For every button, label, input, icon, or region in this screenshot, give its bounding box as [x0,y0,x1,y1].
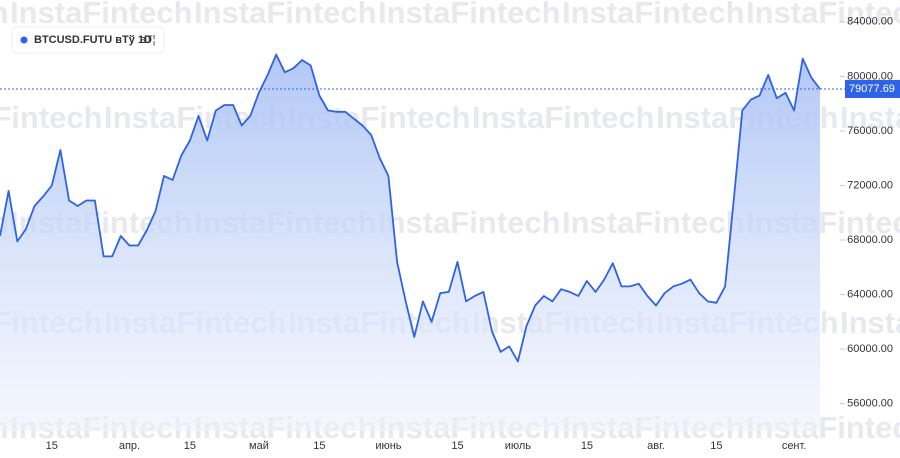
y-tick-label: 68000.00 [847,234,893,246]
x-tick-label: 15 [184,440,196,452]
y-tick-label: 72000.00 [847,179,893,191]
x-tick-label: 15 [581,440,593,452]
watermark: InstaFintech [378,205,561,240]
x-tick-label: июнь [375,440,401,452]
chart-title: BTCUSD.FUTU вТў 1D [34,34,152,46]
line [0,53,821,363]
y-tick-label: 76000.00 [847,125,893,137]
x-tick-label: апр. [119,440,140,452]
y-tick-label: 56000.00 [847,398,893,410]
watermark: InstaFintech [472,100,655,135]
x-tick-label: май [249,440,269,452]
x-tick-label: июль [505,440,532,452]
last-value-label: 79077.69 [849,83,895,95]
watermark: InstaFintech [840,100,900,135]
x-tick-label: сент. [782,440,807,452]
watermark: InstaFintech [194,0,377,30]
watermark: InstaFintech [10,0,193,30]
y-tick-label: 60000.00 [847,343,893,355]
watermark: InstaFintech [378,0,561,30]
watermark: InstaFintech [0,100,103,135]
x-tick-label: 15 [710,440,722,452]
watermark: InstaFintech [840,305,900,340]
x-tick-label: 15 [451,440,463,452]
x-tick-label: 15 [46,440,58,452]
x-tick-label: авг. [647,440,665,452]
watermark: InstaFintech [562,0,745,30]
plot [0,53,821,431]
last-value-box [845,79,900,98]
y-tick-label: 64000.00 [847,289,893,301]
title-suffix: вТ¦ [140,34,155,46]
area-fill [0,54,820,431]
watermark: InstaFintech [746,0,900,30]
legend-dot [20,36,28,44]
y-tick-label: 80000.00 [847,70,893,82]
x-tick-label: 15 [313,440,325,452]
legend-box [11,26,165,54]
y-tick-label: 84000.00 [847,16,893,28]
watermark: InstaFintech [0,0,9,30]
watermark: InstaFintech [562,205,745,240]
